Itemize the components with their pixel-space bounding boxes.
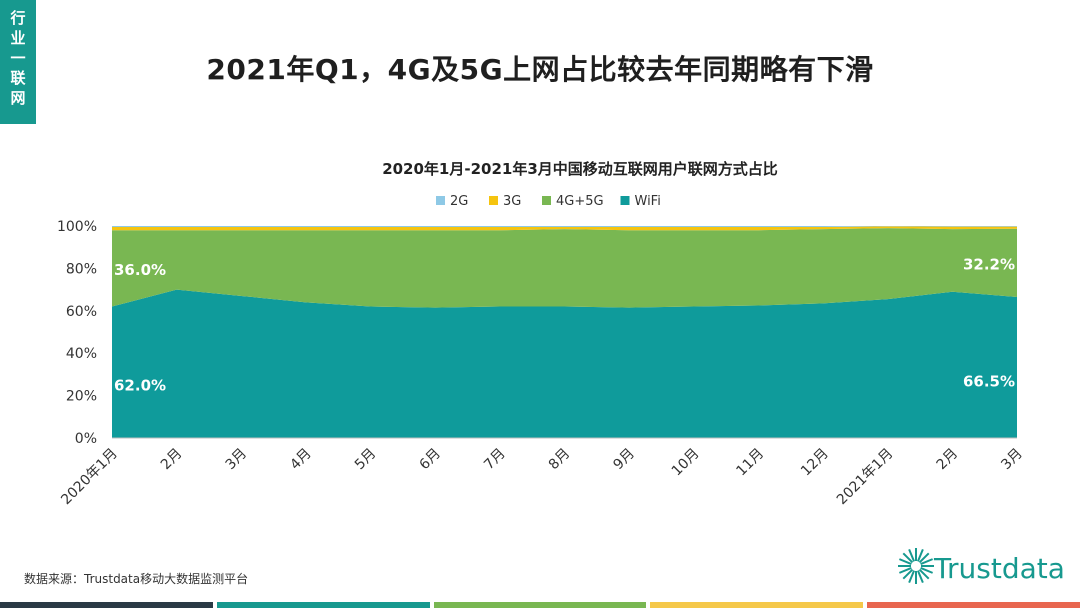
x-tick-label: 2021年1月 bbox=[834, 446, 897, 509]
logo-ray bbox=[916, 548, 924, 562]
y-tick-label: 80% bbox=[66, 261, 97, 277]
x-tick-label: 3月 bbox=[998, 446, 1026, 474]
stacked-area-chart: 2020年1月-2021年3月中国移动互联网用户联网方式占比 2G 3G 4G+5G W… bbox=[57, 160, 1026, 509]
legend-label: 2G bbox=[450, 194, 468, 209]
logo-ray bbox=[918, 552, 930, 564]
section-tag-char: 联 bbox=[10, 69, 26, 87]
x-tick-label: 2月 bbox=[158, 446, 186, 474]
logo-wordmark: Trustdata bbox=[934, 552, 1065, 585]
logo-ray bbox=[902, 568, 914, 580]
logo-ray bbox=[898, 566, 912, 574]
section-tag: 行 业 一 联 网 bbox=[0, 0, 36, 124]
data-source-note: 数据来源：Trustdata移动大数据监测平台 bbox=[24, 572, 249, 586]
logo-ray bbox=[908, 570, 916, 584]
x-tick-label: 3月 bbox=[223, 446, 251, 474]
x-tick-label: 12月 bbox=[798, 446, 832, 480]
legend-label: WiFi bbox=[635, 194, 661, 209]
y-tick-label: 0% bbox=[75, 431, 97, 447]
page-title: 2021年Q1，4G及5G上网占比较去年同期略有下滑 bbox=[206, 53, 874, 86]
x-tick-label: 8月 bbox=[546, 446, 574, 474]
trustdata-logo: Trustdata bbox=[894, 538, 1074, 594]
x-tick-label: 2020年1月 bbox=[58, 446, 121, 509]
bottom-bar-segment bbox=[0, 602, 213, 608]
legend-swatch bbox=[542, 196, 551, 205]
logo-ray bbox=[920, 566, 934, 574]
x-tick-label: 2月 bbox=[934, 446, 962, 474]
x-tick-label: 5月 bbox=[352, 446, 380, 474]
y-tick-label: 60% bbox=[66, 304, 97, 320]
starburst-logo-icon bbox=[898, 548, 934, 584]
data-label: 66.5% bbox=[963, 373, 1015, 391]
area-series-2g bbox=[112, 226, 1017, 228]
x-tick-label: 6月 bbox=[417, 446, 445, 474]
y-tick-label: 100% bbox=[57, 219, 97, 235]
area-series-3g bbox=[112, 226, 1017, 231]
logo-ray bbox=[902, 552, 914, 564]
section-tag-char: 行 bbox=[10, 9, 26, 27]
legend-swatch bbox=[489, 196, 498, 205]
y-tick-label: 40% bbox=[66, 346, 97, 362]
section-tag-char: 业 bbox=[10, 29, 26, 47]
legend-swatch bbox=[620, 196, 630, 205]
section-tag-char: 网 bbox=[10, 89, 26, 107]
logo-ray bbox=[916, 570, 924, 584]
x-tick-label: 4月 bbox=[287, 446, 315, 474]
y-tick-label: 20% bbox=[66, 389, 97, 405]
bottom-bar-segment bbox=[216, 602, 430, 608]
data-label: 36.0% bbox=[114, 261, 166, 279]
x-tick-label: 11月 bbox=[733, 446, 767, 480]
bottom-bar-segment bbox=[867, 602, 1080, 608]
legend-label: 3G bbox=[503, 194, 521, 209]
x-tick-label: 10月 bbox=[669, 446, 703, 480]
logo-ray bbox=[908, 548, 916, 562]
legend-label: 4G+5G bbox=[556, 194, 604, 209]
logo-ray bbox=[918, 568, 930, 580]
legend-swatch bbox=[436, 196, 445, 205]
area-series-4g-5g bbox=[112, 228, 1017, 308]
chart-title: 2020年1月-2021年3月中国移动互联网用户联网方式占比 bbox=[382, 160, 778, 178]
x-tick-label: 7月 bbox=[481, 446, 509, 474]
bottom-bar-segment bbox=[433, 602, 647, 608]
bottom-color-bar bbox=[0, 602, 1080, 608]
x-tick-label: 9月 bbox=[610, 446, 638, 474]
data-label: 32.2% bbox=[963, 255, 1015, 273]
logo-ray bbox=[920, 558, 934, 566]
logo-ray bbox=[898, 558, 912, 566]
bottom-bar-segment bbox=[650, 602, 864, 608]
section-tag-char: 一 bbox=[10, 49, 26, 67]
area-series-wifi bbox=[112, 289, 1017, 438]
data-label: 62.0% bbox=[114, 376, 166, 394]
